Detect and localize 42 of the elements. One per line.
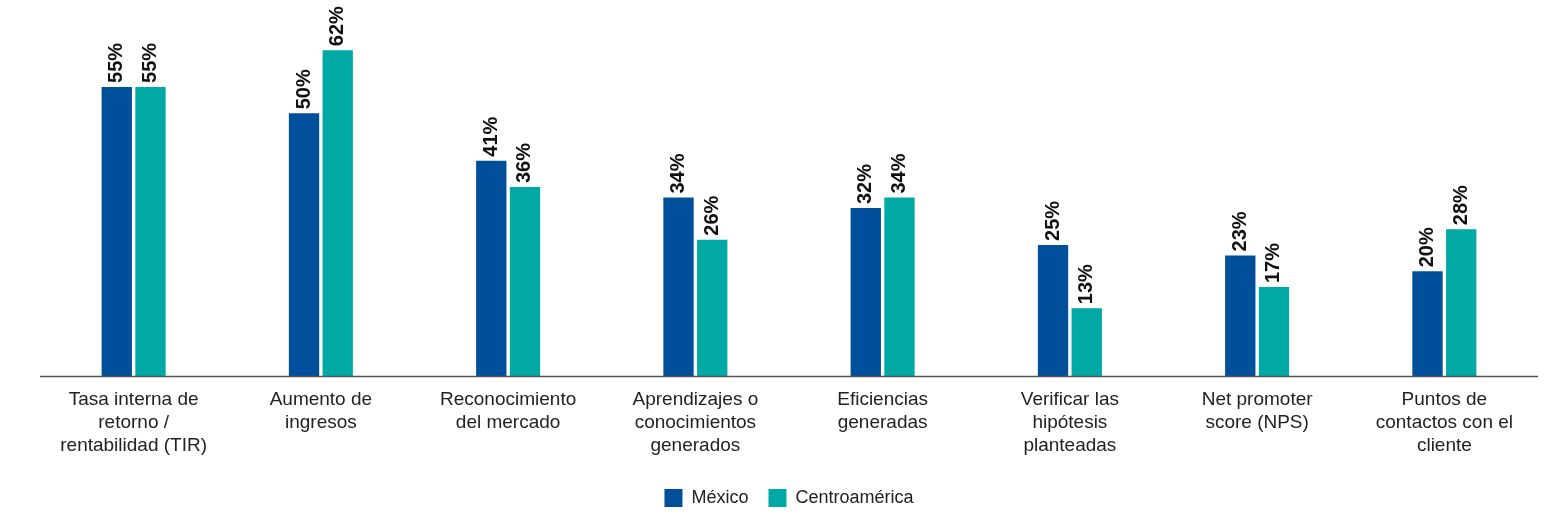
x-tick-label: Aumento de ingresos <box>269 388 373 433</box>
bar <box>1258 287 1290 377</box>
data-label: 41% <box>478 116 501 157</box>
data-label: 36% <box>512 142 535 184</box>
data-label: 50% <box>291 69 314 110</box>
bar <box>1071 308 1102 377</box>
bar <box>1446 229 1477 377</box>
data-label: 20% <box>1415 227 1438 268</box>
bar <box>1225 255 1256 377</box>
x-tick-label: Puntos de contactos con el cliente <box>1375 388 1514 455</box>
data-label: 62% <box>325 5 348 47</box>
data-label: 55% <box>137 42 160 83</box>
bar <box>884 197 915 377</box>
data-label: 34% <box>886 153 909 194</box>
bar <box>1037 244 1069 377</box>
x-tick-label: Eficiencias generadas <box>837 388 929 433</box>
data-label: 23% <box>1227 211 1250 252</box>
legend-label: México <box>691 486 749 507</box>
bar <box>476 160 507 377</box>
data-label: 34% <box>666 153 689 194</box>
bar <box>850 208 881 377</box>
bar <box>288 113 320 377</box>
bar <box>101 86 132 377</box>
x-tick-label: Aprendizajes o conocimientos generados <box>632 388 759 455</box>
bar <box>322 50 353 377</box>
data-label: 28% <box>1448 184 1471 226</box>
data-label: 25% <box>1040 200 1063 241</box>
bar <box>663 197 694 377</box>
x-tick-label: Reconocimiento del mercado <box>440 388 577 433</box>
bar <box>697 239 728 377</box>
bar <box>1412 271 1443 377</box>
x-tick-label: Net promoter score (NPS) <box>1201 388 1314 433</box>
data-label: 55% <box>104 42 127 83</box>
data-label: 17% <box>1261 242 1284 284</box>
data-label: 26% <box>699 195 722 236</box>
legend-label: Centroamérica <box>795 486 915 507</box>
x-tick-label: Verificar las hipótesis planteadas <box>1020 388 1119 455</box>
x-tick-label: Tasa interna de retorno / rentabilidad (TIR) <box>60 388 208 455</box>
data-label: 32% <box>853 163 876 205</box>
bar <box>509 187 541 377</box>
data-label: 13% <box>1074 263 1097 305</box>
bar <box>135 86 166 377</box>
